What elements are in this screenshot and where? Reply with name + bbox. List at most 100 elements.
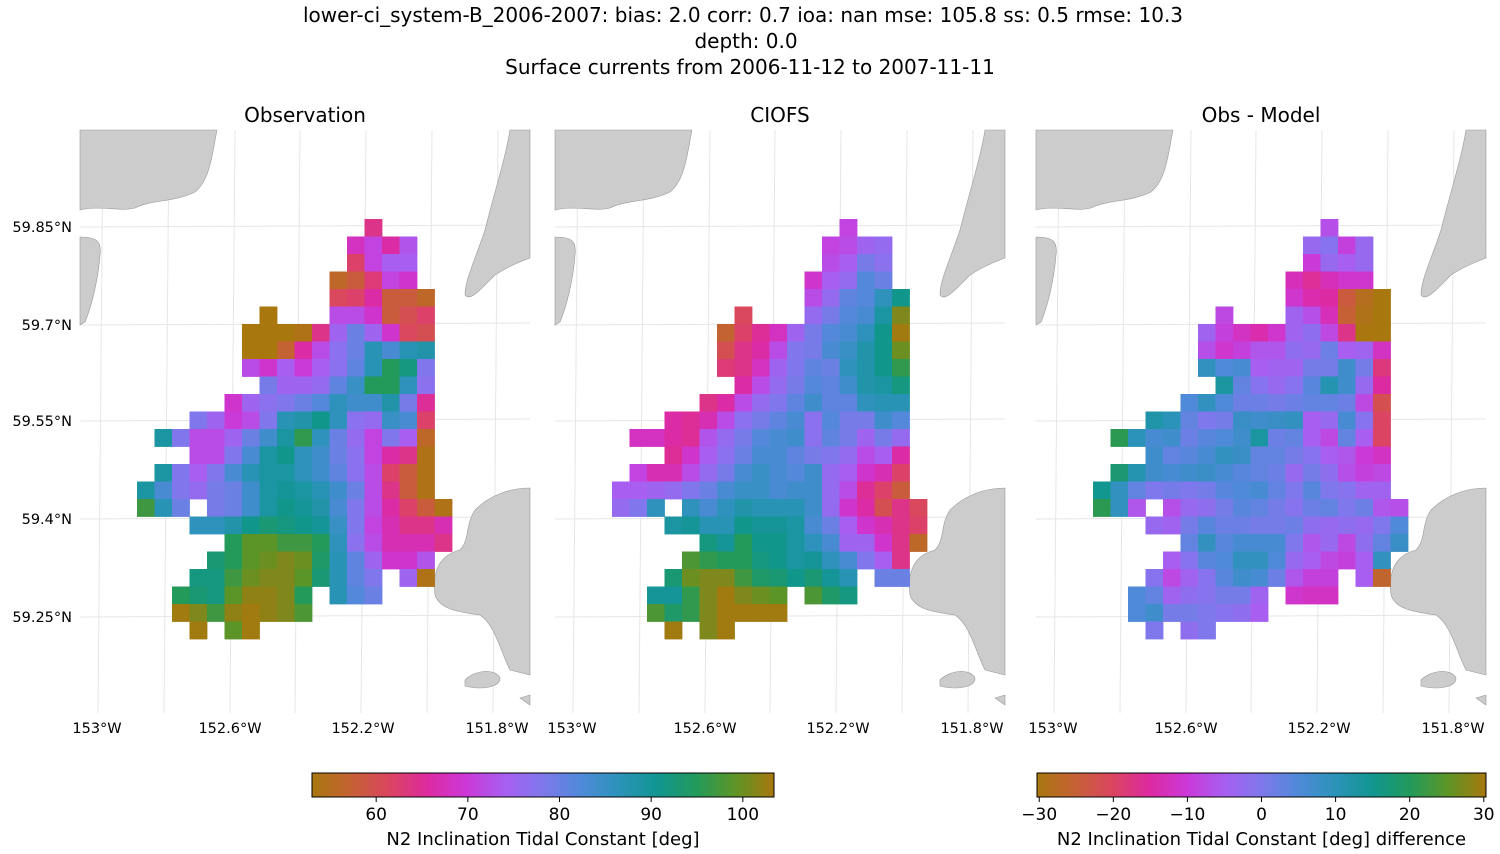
- grid-cell: [752, 464, 770, 482]
- grid-cell: [347, 586, 365, 605]
- grid-cell: [1215, 481, 1234, 500]
- grid-cell: [804, 551, 823, 570]
- grid-cell: [1355, 499, 1374, 517]
- grid-cell: [364, 534, 383, 552]
- grid-cell: [822, 359, 840, 377]
- grid-cell: [1268, 534, 1286, 552]
- island: [1475, 694, 1487, 706]
- grid-cell: [1285, 446, 1304, 465]
- grid-cell: [1320, 499, 1339, 517]
- grid-cell: [822, 289, 840, 307]
- grid-cell: [1303, 429, 1321, 447]
- grid-cell: [1285, 569, 1304, 587]
- grid-cell: [1128, 429, 1146, 447]
- grid-cell: [787, 324, 805, 342]
- island: [464, 671, 501, 689]
- grid-cell: [769, 411, 788, 430]
- grid-cell: [1303, 481, 1321, 500]
- grid-cell: [822, 306, 840, 325]
- grid-cell: [892, 499, 910, 517]
- grid-cell: [857, 516, 875, 535]
- grid-cell: [857, 464, 875, 482]
- grid-cell: [1390, 516, 1409, 535]
- grid-cell: [329, 289, 348, 307]
- grid-cell: [822, 586, 840, 605]
- grid-cell: [364, 289, 383, 307]
- grid-cell: [277, 429, 295, 447]
- grid-cell: [1355, 394, 1374, 412]
- grid-cell: [172, 464, 190, 482]
- grid-cell: [364, 446, 383, 465]
- grid-cell: [804, 516, 823, 535]
- grid-cell: [399, 499, 418, 517]
- grid-cell: [242, 324, 260, 342]
- grid-cell: [382, 429, 400, 447]
- grid-cell: [172, 429, 190, 447]
- grid-cell: [1110, 429, 1129, 447]
- grid-cell: [822, 446, 840, 465]
- grid-cell: [734, 446, 753, 465]
- lon-tick-label: 151.8°W: [940, 721, 1003, 737]
- grid-cell: [1180, 621, 1199, 640]
- grid-cell: [769, 429, 788, 447]
- grid-cell: [699, 586, 718, 605]
- grid-cell: [1180, 499, 1199, 517]
- grid-cell: [1373, 324, 1391, 342]
- grid-cell: [769, 604, 788, 622]
- grid-cell: [664, 569, 683, 587]
- grid-cell: [347, 376, 365, 395]
- colorbar-tick-label: 30: [1473, 805, 1495, 825]
- grid-cell: [752, 429, 770, 447]
- grid-cell: [752, 359, 770, 377]
- grid-cell: [1233, 359, 1251, 377]
- grid-cell: [664, 586, 683, 605]
- grid-cell: [1320, 411, 1339, 430]
- colorbar-tick-label: 60: [365, 805, 387, 825]
- grid-cell: [294, 569, 313, 587]
- grid-cell: [787, 429, 805, 447]
- grid-cell: [329, 394, 348, 412]
- grid-cell: [417, 551, 435, 570]
- grid-cell: [717, 446, 735, 465]
- grid-cell: [1355, 534, 1374, 552]
- grid-cell: [1250, 341, 1269, 360]
- grid-cell: [699, 411, 718, 430]
- grid-cell: [364, 376, 383, 395]
- grid-cell: [399, 429, 418, 447]
- grid-cell: [1215, 359, 1234, 377]
- grid-cell: [647, 429, 665, 447]
- grid-cell: [857, 551, 875, 570]
- grid-cell: [347, 551, 365, 570]
- grid-cell: [1338, 376, 1356, 395]
- grid-cell: [1285, 481, 1304, 500]
- grid-cell: [399, 534, 418, 552]
- grid-cell: [277, 341, 295, 360]
- grid-cell: [1268, 429, 1286, 447]
- grid-cell: [207, 411, 225, 430]
- grid-cell: [804, 359, 823, 377]
- colorbar-observation: 60 70 80 90 100 N2 Inclination Tidal Constant…: [311, 772, 775, 850]
- grid-cell: [329, 324, 348, 342]
- grid-cell: [822, 324, 840, 342]
- colorbar-tick-label: 20: [1399, 805, 1421, 825]
- grid-cell: [1128, 481, 1146, 500]
- grid-cell: [1355, 359, 1374, 377]
- grid-cell: [892, 359, 910, 377]
- lon-tick-label: 152.2°W: [1287, 721, 1350, 737]
- grid-cell: [1355, 289, 1374, 307]
- grid-cell: [1233, 534, 1251, 552]
- grid-cell: [1373, 569, 1391, 587]
- grid-cell: [699, 499, 718, 517]
- grid-cell: [892, 534, 910, 552]
- parallel-gridline: [1035, 224, 1487, 228]
- grid-cell: [312, 341, 330, 360]
- lon-tick-label: 152.6°W: [673, 721, 736, 737]
- grid-cell: [647, 481, 665, 500]
- grid-cell: [399, 569, 418, 587]
- grid-cell: [682, 429, 700, 447]
- grid-cell: [839, 376, 858, 395]
- grid-cell: [1250, 586, 1269, 605]
- grid-cell: [682, 551, 700, 570]
- grid-cell: [804, 464, 823, 482]
- grid-cell: [1285, 551, 1304, 570]
